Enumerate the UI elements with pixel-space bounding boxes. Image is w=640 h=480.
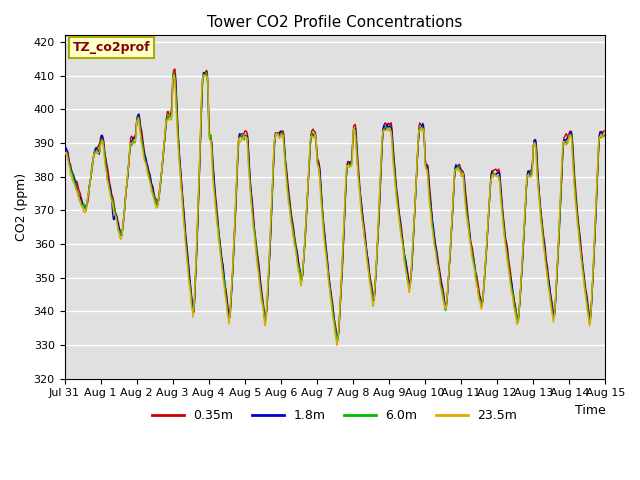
0.35m — [601, 128, 609, 133]
1.8m — [70, 175, 78, 181]
23.5m — [126, 142, 134, 148]
0.35m — [61, 146, 68, 152]
23.5m — [61, 152, 68, 157]
0.35m — [334, 337, 342, 343]
23.5m — [417, 125, 425, 131]
Line: 1.8m: 1.8m — [65, 72, 605, 337]
6.0m — [210, 183, 218, 189]
6.0m — [601, 131, 609, 137]
23.5m — [70, 181, 78, 187]
0.35m — [70, 176, 78, 181]
23.5m — [210, 187, 218, 193]
1.8m — [61, 148, 68, 154]
23.5m — [601, 131, 609, 137]
0.35m — [402, 257, 410, 263]
23.5m — [181, 229, 189, 235]
6.0m — [402, 261, 410, 267]
1.8m — [210, 175, 218, 181]
6.0m — [333, 337, 341, 343]
1.8m — [417, 125, 425, 131]
1.8m — [181, 222, 189, 228]
6.0m — [417, 125, 425, 131]
0.35m — [126, 146, 134, 152]
Y-axis label: CO2 (ppm): CO2 (ppm) — [15, 173, 28, 241]
6.0m — [61, 152, 68, 157]
1.8m — [126, 146, 134, 152]
0.35m — [171, 66, 179, 72]
0.35m — [417, 123, 425, 129]
1.8m — [402, 256, 410, 262]
Line: 6.0m: 6.0m — [65, 73, 605, 340]
23.5m — [402, 266, 410, 272]
23.5m — [333, 342, 341, 348]
6.0m — [181, 228, 189, 234]
Line: 0.35m: 0.35m — [65, 69, 605, 340]
Line: 23.5m: 23.5m — [65, 75, 605, 345]
0.35m — [182, 228, 189, 233]
6.0m — [70, 178, 78, 184]
1.8m — [601, 133, 609, 139]
X-axis label: Time: Time — [575, 404, 605, 417]
23.5m — [200, 72, 207, 78]
1.8m — [334, 335, 342, 340]
Text: TZ_co2prof: TZ_co2prof — [72, 41, 150, 54]
Title: Tower CO2 Profile Concentrations: Tower CO2 Profile Concentrations — [207, 15, 463, 30]
Legend: 0.35m, 1.8m, 6.0m, 23.5m: 0.35m, 1.8m, 6.0m, 23.5m — [147, 404, 522, 427]
6.0m — [203, 70, 211, 76]
6.0m — [126, 147, 134, 153]
1.8m — [200, 70, 207, 75]
0.35m — [210, 175, 218, 180]
